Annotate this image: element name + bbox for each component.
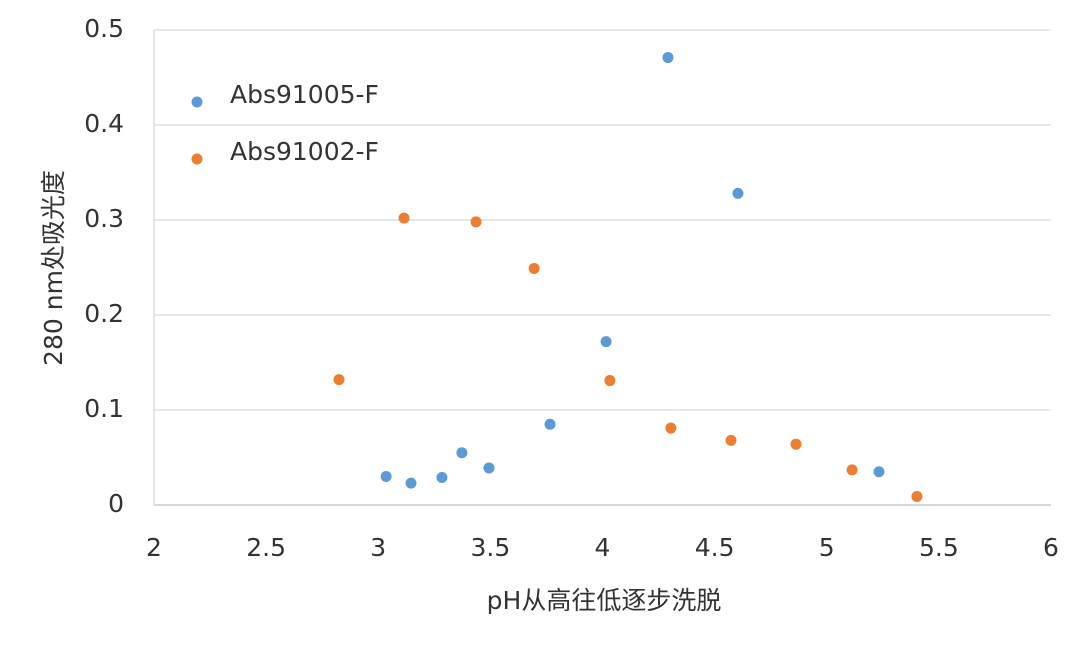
- point: [333, 374, 345, 386]
- point: [846, 464, 858, 476]
- y-axis-label: 280 nm处吸光度: [39, 170, 68, 366]
- y-tick-label: 0.1: [84, 394, 124, 423]
- point: [662, 52, 674, 64]
- x-tick-label: 4: [595, 533, 611, 562]
- point: [405, 477, 417, 489]
- point: [544, 418, 556, 430]
- x-tick-label: 6: [1043, 533, 1059, 562]
- point: [456, 447, 468, 459]
- legend-marker: [191, 96, 203, 108]
- point: [732, 187, 744, 199]
- point: [873, 466, 885, 478]
- point: [380, 471, 392, 482]
- point: [398, 212, 410, 224]
- y-tick-label: 0.5: [84, 14, 124, 43]
- point: [725, 434, 737, 446]
- x-tick-label: 5.5: [919, 533, 959, 562]
- x-tick-label: 5: [819, 533, 835, 562]
- x-tick-label: 3: [370, 533, 386, 562]
- point: [470, 216, 482, 228]
- x-tick-label: 2.5: [246, 533, 286, 562]
- x-axis-label: pH从高往低逐步洗脱: [487, 586, 722, 615]
- y-tick-label: 0.3: [84, 204, 124, 233]
- point: [911, 490, 923, 502]
- point: [790, 438, 802, 450]
- y-tick-label: 0: [108, 489, 124, 518]
- legend-label: Abs91002-F: [230, 137, 379, 166]
- x-tick-label: 4.5: [695, 533, 735, 562]
- point: [665, 422, 677, 434]
- point: [528, 262, 540, 274]
- legend-label: Abs91005-F: [230, 80, 379, 109]
- y-tick-label: 0.4: [84, 109, 124, 138]
- y-tick-label: 0.2: [84, 299, 124, 328]
- point: [483, 462, 495, 474]
- point: [604, 375, 616, 387]
- point: [600, 336, 612, 348]
- legend-marker: [191, 153, 203, 165]
- x-tick-label: 3.5: [470, 533, 510, 562]
- x-tick-label: 2: [146, 533, 162, 562]
- point: [436, 471, 448, 483]
